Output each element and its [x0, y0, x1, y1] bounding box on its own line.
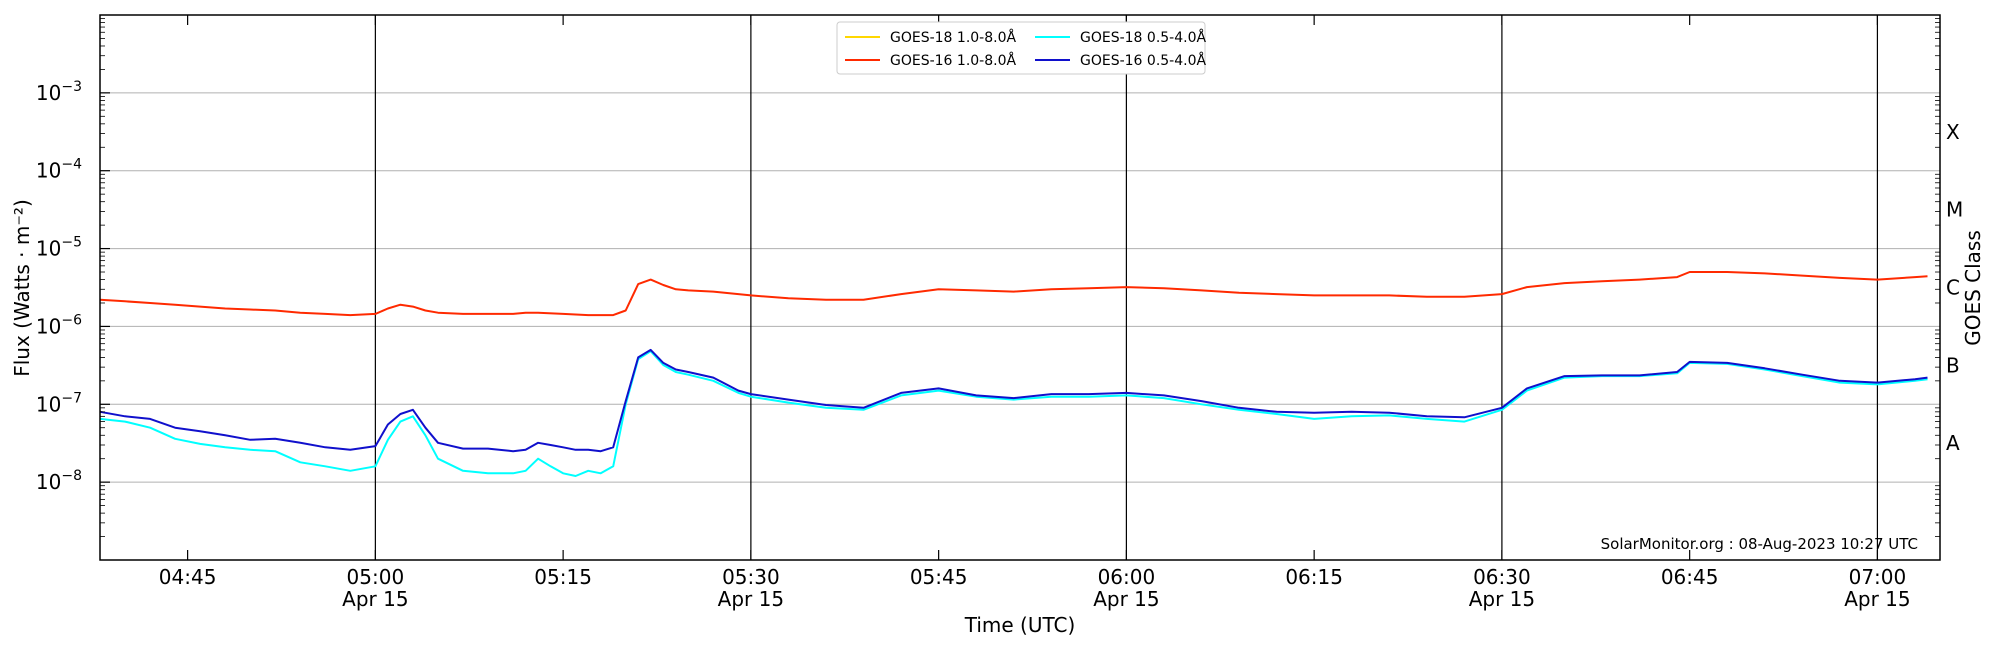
legend-box	[836, 21, 1206, 75]
x-tick-sublabel-3: Apr 15	[718, 587, 784, 611]
legend-label-0: GOES-18 1.0-8.0Å	[890, 29, 1016, 46]
series-line-3	[99, 348, 1928, 453]
y-tick-label-4: 10−4	[36, 157, 82, 183]
y-axis-title: Flux (Watts · m⁻²)	[10, 199, 34, 377]
x-tick-label-0: 04:45	[159, 565, 217, 589]
x-tick-sublabel-5: Apr 15	[1093, 587, 1159, 611]
y-tick-label-3: 10−5	[36, 235, 82, 261]
goes-class-label-X: X	[1946, 120, 1960, 144]
x-tick-label-6: 06:15	[1285, 565, 1343, 589]
y-tick-label-2: 10−6	[36, 312, 82, 338]
x-tick-label-5: 06:00	[1098, 565, 1156, 589]
y-tick-label-5: 10−3	[36, 79, 82, 105]
credit-text: SolarMonitor.org : 08-Aug-2023 10:27 UTC	[1601, 535, 1918, 553]
plot-frame	[99, 14, 1941, 561]
x-tick-label-7: 06:30	[1473, 565, 1531, 589]
goes-class-label-M: M	[1946, 198, 1963, 222]
y-axis-ticks: 10−8 10−7 10−6 10−5 10−4 10−3	[36, 18, 1940, 537]
x-tick-label-1: 05:00	[347, 565, 405, 589]
goes-class-label-C: C	[1946, 276, 1960, 300]
series-lines	[99, 271, 1928, 477]
y-tick-label-0: 10−8	[36, 468, 82, 494]
x-tick-sublabel-7: Apr 15	[1469, 587, 1535, 611]
x-tick-label-9: 07:00	[1849, 565, 1907, 589]
x-axis-title: Time (UTC)	[964, 613, 1076, 637]
x-tick-sublabel-9: Apr 15	[1844, 587, 1910, 611]
y-tick-label-1: 10−7	[36, 390, 82, 416]
grid-lines	[100, 92, 1940, 483]
goes-class-label-A: A	[1946, 431, 1960, 455]
series-line-1	[99, 350, 1928, 477]
legend: GOES-18 1.0-8.0Å GOES-18 0.5-4.0Å GOES-16 …	[836, 21, 1206, 75]
legend-label-2: GOES-16 1.0-8.0Å	[890, 52, 1016, 69]
x-tick-label-2: 05:15	[534, 565, 592, 589]
x-tick-label-4: 05:45	[910, 565, 968, 589]
x-tick-sublabel-1: Apr 15	[342, 587, 408, 611]
x-tick-label-3: 05:30	[722, 565, 780, 589]
goes-class-label-B: B	[1946, 353, 1960, 377]
goes-class-labels: A B C M X	[1946, 120, 1963, 455]
x-tick-label-8: 06:45	[1661, 565, 1719, 589]
y-axis-right-title: GOES Class	[1961, 230, 1985, 346]
legend-label-1: GOES-18 0.5-4.0Å	[1080, 29, 1206, 46]
legend-label-3: GOES-16 0.5-4.0Å	[1080, 52, 1206, 69]
series-line-2	[99, 271, 1928, 317]
